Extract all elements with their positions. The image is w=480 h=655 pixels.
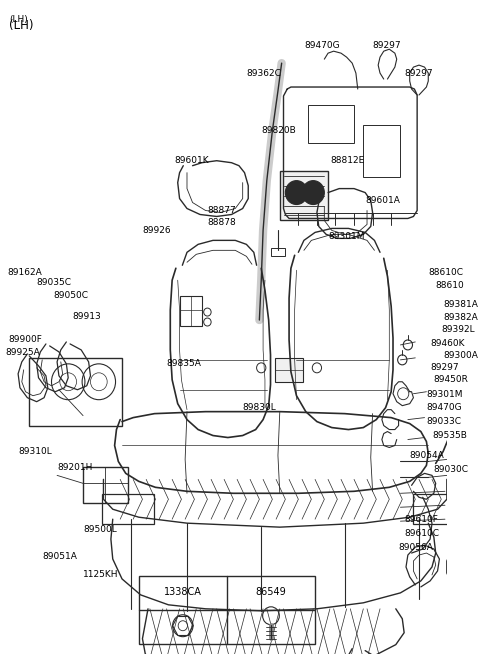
Bar [139, 576, 315, 644]
Text: 89162A: 89162A [7, 268, 42, 276]
Text: 89470G: 89470G [426, 403, 462, 412]
Text: 89301M: 89301M [328, 232, 364, 241]
Text: 89926: 89926 [143, 226, 171, 235]
Bar [413, 495, 454, 524]
Text: 89297: 89297 [404, 69, 433, 77]
Text: 88878: 88878 [207, 218, 236, 227]
Circle shape [286, 181, 308, 204]
Text: 89301M: 89301M [426, 390, 463, 399]
Text: 86549: 86549 [256, 587, 287, 597]
Text: 89835A: 89835A [167, 360, 202, 368]
Text: 89500L: 89500L [83, 525, 117, 534]
Circle shape [302, 181, 324, 204]
Text: 89610C: 89610C [404, 529, 439, 538]
Text: 89392L: 89392L [441, 326, 475, 335]
Text: 89382A: 89382A [443, 312, 478, 322]
Bar [308, 105, 354, 143]
Bar [29, 358, 122, 426]
Bar [83, 468, 128, 503]
Bar [180, 296, 202, 326]
Text: 89051A: 89051A [42, 552, 77, 561]
Text: 88610C: 88610C [428, 268, 463, 276]
Text: 89362C: 89362C [246, 69, 281, 77]
Text: 89601K: 89601K [174, 156, 209, 165]
Bar [280, 171, 328, 221]
Text: 89030C: 89030C [434, 465, 469, 474]
Text: 89535B: 89535B [432, 431, 467, 440]
Text: 88877: 88877 [207, 206, 236, 215]
Bar [102, 495, 154, 524]
Text: 89450R: 89450R [434, 375, 468, 384]
Text: 89300A: 89300A [443, 351, 478, 360]
Text: 89056A: 89056A [398, 542, 433, 552]
Text: 89820B: 89820B [261, 126, 296, 136]
Text: 89310L: 89310L [18, 447, 52, 456]
Text: 89035C: 89035C [36, 278, 72, 287]
Text: 88610: 88610 [436, 281, 465, 290]
Text: 89201H: 89201H [57, 463, 93, 472]
Text: 89830L: 89830L [243, 403, 276, 412]
Text: 89470G: 89470G [304, 41, 339, 50]
Text: 89054A: 89054A [410, 451, 444, 460]
Text: 89900F: 89900F [9, 335, 43, 345]
Text: 89297: 89297 [372, 41, 401, 50]
Text: 89033C: 89033C [426, 417, 461, 426]
Text: 1338CA: 1338CA [164, 587, 202, 597]
Bar [275, 358, 303, 382]
Text: 89050C: 89050C [53, 291, 88, 299]
Text: 89297: 89297 [430, 364, 459, 372]
Text: (LH): (LH) [9, 15, 27, 24]
Text: 89913: 89913 [72, 312, 101, 320]
Text: (LH): (LH) [9, 19, 33, 32]
Text: 89460K: 89460K [430, 339, 465, 348]
Text: 89381A: 89381A [443, 299, 478, 309]
Text: 89601A: 89601A [365, 196, 400, 205]
Text: 89925A: 89925A [5, 348, 40, 358]
Text: 1125KH: 1125KH [83, 571, 119, 580]
Bar [271, 248, 286, 256]
Bar [363, 125, 400, 177]
Text: 88812E: 88812E [330, 156, 364, 165]
Text: 89610F: 89610F [404, 515, 438, 524]
